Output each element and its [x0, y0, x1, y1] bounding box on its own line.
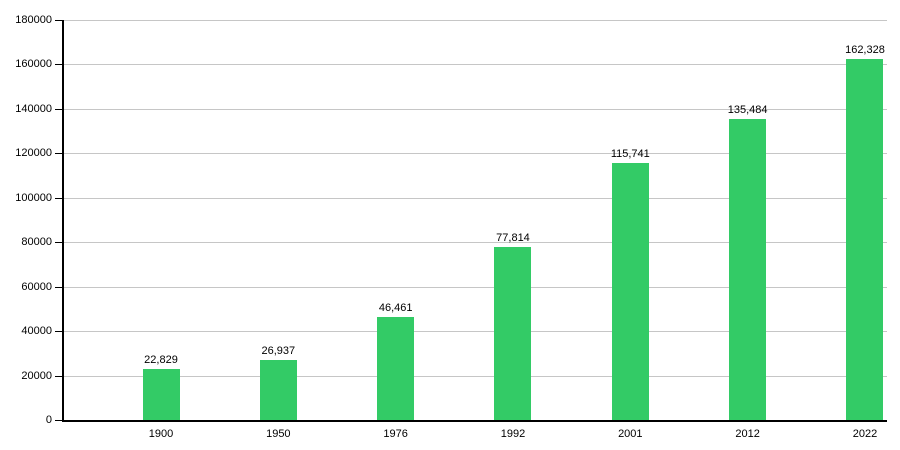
- gridline: [64, 20, 887, 21]
- y-axis-label: 20000: [21, 369, 52, 382]
- bar-1950: [259, 360, 297, 420]
- y-axis-tick: [55, 286, 62, 288]
- x-axis-label: 1900: [148, 428, 174, 440]
- gridline: [64, 286, 887, 288]
- gridline: [64, 331, 887, 333]
- bar-2012: [729, 118, 767, 420]
- bar-value-label: 162,328: [845, 44, 885, 57]
- y-axis-label: 140000: [15, 102, 52, 115]
- y-axis-tick: [55, 242, 62, 244]
- y-axis-tick: [55, 331, 62, 333]
- bar-value-label: 77,814: [496, 232, 530, 245]
- y-axis-label: 180000: [15, 14, 52, 26]
- y-axis-tick: [55, 375, 62, 377]
- x-axis-label: 2022: [852, 428, 878, 440]
- y-axis-label: 80000: [21, 236, 52, 249]
- y-axis-label: 100000: [15, 191, 52, 204]
- gridline: [64, 64, 887, 66]
- bar-value-label: 26,937: [261, 345, 296, 358]
- bar-value-label: 22,829: [144, 354, 178, 367]
- bar-value-label: 135,484: [727, 103, 768, 116]
- bar-1900: [142, 369, 180, 420]
- x-axis-label: 2012: [735, 428, 760, 440]
- gridline: [64, 242, 887, 244]
- x-axis-label: 2001: [618, 428, 643, 440]
- y-axis-tick: [55, 20, 62, 21]
- y-axis-tick: [55, 64, 62, 66]
- y-axis-label: 120000: [15, 147, 52, 160]
- bar-2001: [611, 162, 649, 420]
- bar-value-label: 115,741: [610, 147, 650, 160]
- bar-1976: [377, 316, 415, 420]
- gridline: [64, 375, 887, 377]
- gridline: [64, 108, 887, 110]
- bar-2022: [846, 59, 884, 420]
- gridline: [64, 197, 887, 199]
- y-axis-label: 60000: [21, 280, 52, 293]
- y-axis-tick: [55, 153, 62, 155]
- y-axis-label: 40000: [21, 325, 52, 338]
- bar-1992: [494, 247, 532, 420]
- y-axis-tick: [55, 108, 62, 110]
- x-axis-label: 1976: [383, 428, 408, 440]
- x-axis-label: 1950: [266, 428, 291, 440]
- x-axis-label: 1992: [500, 428, 526, 440]
- plot-area: 0 20000 40000 60000 80000 100000 120000 140000 1…: [15, 14, 887, 440]
- y-axis-label: 160000: [15, 58, 52, 71]
- bar-value-label: 46,461: [378, 301, 413, 314]
- y-axis-tick: [55, 197, 62, 199]
- y-axis-label: 0: [45, 414, 52, 426]
- gridline: [64, 153, 887, 155]
- y-axis-tick: [55, 420, 62, 421]
